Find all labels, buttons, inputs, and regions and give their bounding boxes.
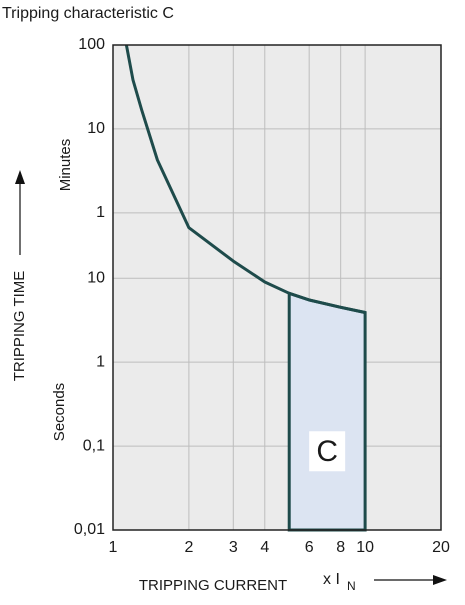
chart-title: Tripping characteristic C: [2, 5, 174, 22]
y-unit-minutes: Minutes: [57, 139, 74, 192]
band-area: [287, 291, 367, 532]
x-axis-label: TRIPPING CURRENT: [139, 577, 287, 594]
y-tick-label: 10: [87, 269, 105, 286]
y-tick-label: 1: [96, 353, 105, 370]
y-tick-label: 100: [78, 36, 105, 53]
x-tick-label: 20: [432, 539, 450, 556]
y-tick-label: 0,01: [74, 521, 105, 538]
y-tick-label: 0,1: [83, 437, 105, 454]
x-tick-label: 1: [109, 539, 118, 556]
x-tick-label: 3: [229, 539, 238, 556]
x-tick-label: 6: [305, 539, 314, 556]
curve: [124, 44, 366, 314]
x-unit: x I: [323, 571, 340, 588]
x-tick-label: 8: [336, 539, 345, 556]
x-tick-label: 10: [356, 539, 374, 556]
x-arrowhead: [433, 575, 447, 585]
x-unit-sub: N: [347, 579, 356, 593]
y-unit-seconds: Seconds: [51, 383, 68, 441]
y-tick-label: 1: [96, 204, 105, 221]
y-tick-label: 10: [87, 120, 105, 137]
x-tick-label: 2: [184, 539, 193, 556]
x-tick-label: 4: [260, 539, 269, 556]
y-axis-label: TRIPPING TIME: [11, 271, 28, 382]
band-label-box: [309, 431, 346, 472]
band-label: C: [316, 435, 338, 468]
plot-frame: [112, 44, 442, 531]
y-arrowhead: [15, 170, 25, 184]
